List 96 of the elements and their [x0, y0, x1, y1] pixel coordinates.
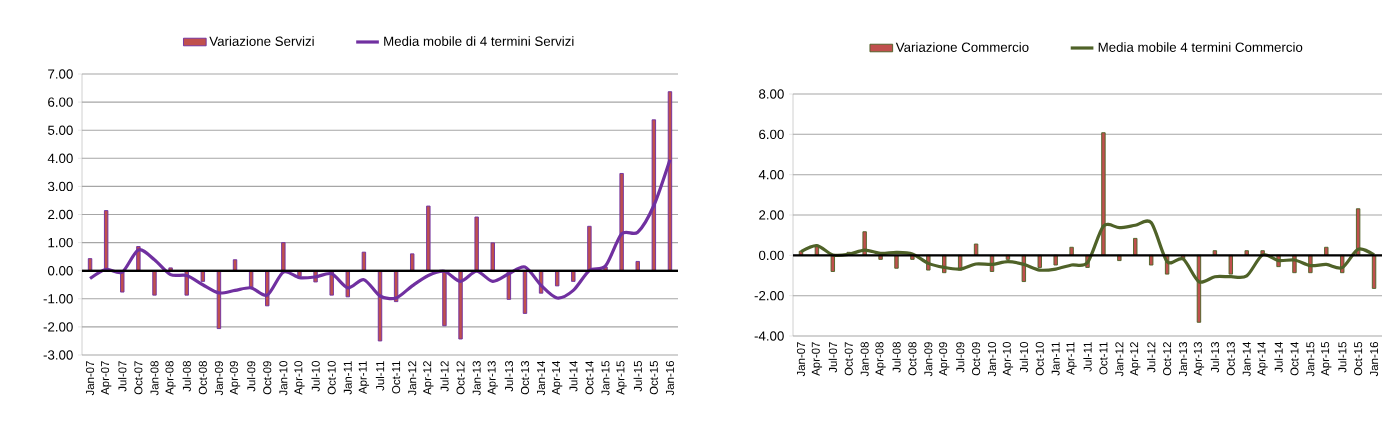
- x-tick-label: Jan-13: [472, 361, 481, 396]
- x-tick-label: Jan-09: [214, 361, 223, 396]
- x-tick-label: Apr-15: [616, 361, 627, 395]
- x-tick-label: Jan-12: [1115, 342, 1124, 377]
- y-tick-label: 1.00: [48, 237, 73, 248]
- x-tick-label: Oct-08: [198, 361, 207, 395]
- x-tick-label: Jan-10: [279, 361, 288, 396]
- x-tick-label: Apr-14: [552, 360, 563, 395]
- x-tick-label: Jan-15: [1306, 342, 1315, 377]
- x-tick-label: Jan-16: [1370, 342, 1379, 377]
- x-tick-label: Oct-14: [585, 360, 594, 395]
- y-tick-label: 0.00: [47, 266, 73, 276]
- x-tick-label: Oct-12: [456, 361, 465, 395]
- x-tick-label: Apr-12: [423, 361, 434, 395]
- x-tick-label: Apr-09: [939, 342, 950, 376]
- x-tick-label: Oct-13: [520, 361, 530, 395]
- x-tick-label: Jul-12: [1147, 342, 1156, 373]
- x-tick-label: Apr-13: [1193, 342, 1205, 376]
- x-tick-label: Jan-07: [86, 361, 95, 396]
- x-tick-label: Oct-12: [1163, 342, 1172, 376]
- x-tick-label: Apr-08: [165, 361, 176, 395]
- x-tick-label: Apr-07: [100, 361, 112, 395]
- x-tick-label: Apr-10: [294, 361, 305, 395]
- x-tick-label: Jan-09: [924, 342, 933, 377]
- x-tick-label: Oct-09: [263, 361, 272, 395]
- x-tick-label: Jan-12: [408, 361, 417, 396]
- x-tick-label: Jul-09: [955, 342, 965, 373]
- x-tick-label: Apr-07: [811, 342, 823, 376]
- x-tick-label: Oct-11: [392, 361, 401, 394]
- y-tick-label: 6.00: [48, 97, 73, 107]
- x-tick-label: Jan-07: [796, 342, 806, 377]
- x-tick-label: Jan-11: [1051, 342, 1060, 376]
- x-tick-label: Jul-10: [311, 361, 320, 392]
- y-tick-label: 2.00: [48, 209, 73, 220]
- x-tick-label: Jul-10: [1019, 342, 1029, 373]
- x-tick-label: Jan-15: [601, 361, 610, 396]
- x-tick-label: Oct-07: [844, 342, 853, 376]
- x-tick-label: Apr-09: [229, 361, 241, 395]
- x-tick-label: Jul-09: [246, 361, 256, 392]
- x-tick-label: Apr-12: [1130, 342, 1141, 376]
- x-tick-label: Apr-13: [487, 361, 498, 395]
- y-tick-label: 6.00: [759, 129, 784, 140]
- x-tick-label: Apr-14: [1257, 341, 1268, 376]
- x-tick-label: Oct-10: [327, 361, 336, 395]
- x-tick-label: Jul-14: [569, 360, 578, 392]
- x-tick-label: Jul-15: [633, 361, 642, 392]
- x-tick-label: Oct-10: [1035, 342, 1044, 376]
- y-tick-label: 2.00: [759, 210, 784, 220]
- y-tick-label: -2.00: [43, 322, 73, 332]
- x-tick-label: Jan-14: [537, 360, 546, 396]
- x-tick-label: Jan-11: [343, 361, 352, 395]
- x-tick-label: Jul-08: [892, 342, 901, 373]
- x-tick-label: Jan-10: [987, 342, 997, 377]
- legend-label: Variazione Commercio: [895, 42, 1029, 52]
- y-tick-label: -2.00: [754, 290, 784, 301]
- y-tick-label: 4.00: [47, 153, 73, 163]
- y-tick-label: 0.00: [758, 250, 784, 261]
- x-tick-label: Jan-08: [860, 342, 869, 377]
- y-tick-label: -3.00: [43, 350, 73, 360]
- x-tick-label: Jan-14: [1242, 341, 1251, 377]
- y-tick-label: 4.00: [758, 169, 784, 180]
- x-tick-label: Oct-15: [649, 361, 658, 395]
- y-tick-label: 7.00: [48, 69, 73, 79]
- x-tick-label: Jul-07: [118, 361, 127, 392]
- y-tick-label: -4.00: [754, 331, 784, 341]
- x-tick-label: Apr-10: [1002, 342, 1014, 376]
- x-tick-label: Apr-08: [875, 342, 886, 376]
- legend-label: Variazione Servizi: [209, 36, 314, 46]
- x-tick-label: Jan-08: [150, 361, 159, 396]
- y-tick-label: 8.00: [759, 89, 784, 99]
- x-tick-label: Jul-13: [1210, 342, 1220, 373]
- legend-label: Media mobile 4 termini Commercio: [1098, 42, 1303, 52]
- y-tick-label: 5.00: [47, 125, 73, 135]
- x-tick-label: Oct-13: [1226, 342, 1235, 376]
- y-tick-label: 3.00: [47, 181, 73, 192]
- x-tick-label: Apr-11: [358, 361, 370, 395]
- y-tick-label: -1.00: [43, 294, 73, 304]
- x-tick-label: Jul-14: [1274, 341, 1283, 373]
- x-tick-label: Jul-15: [1338, 342, 1347, 373]
- x-tick-label: Oct-09: [972, 342, 981, 376]
- x-tick-label: Jan-13: [1178, 342, 1188, 377]
- x-tick-label: Jan-16: [665, 361, 674, 396]
- x-tick-label: Oct-15: [1354, 342, 1363, 376]
- x-tick-label: Apr-15: [1321, 342, 1332, 376]
- x-tick-label: Jul-11: [375, 361, 385, 391]
- x-tick-label: Oct-14: [1290, 341, 1299, 376]
- x-tick-label: Jul-12: [440, 361, 449, 392]
- x-tick-label: Oct-08: [908, 342, 917, 376]
- x-tick-label: Apr-11: [1066, 342, 1077, 376]
- x-tick-label: Jul-08: [182, 361, 191, 392]
- x-tick-label: Jul-11: [1083, 342, 1092, 372]
- x-tick-label: Jul-07: [828, 342, 837, 373]
- x-tick-label: Jul-13: [504, 361, 514, 392]
- x-tick-label: Oct-11: [1099, 342, 1108, 375]
- legend-label: Media mobile di 4 termini Servizi: [384, 36, 574, 46]
- x-tick-label: Oct-07: [134, 361, 143, 395]
